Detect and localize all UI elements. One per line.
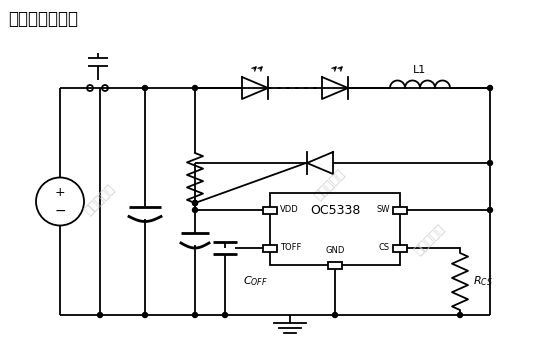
Circle shape — [192, 208, 197, 213]
Bar — [263, 245, 277, 251]
Circle shape — [223, 313, 228, 318]
Text: CS: CS — [379, 244, 390, 252]
Text: 钰铭科电子: 钰铭科电子 — [82, 182, 118, 218]
Circle shape — [98, 313, 102, 318]
Text: 钰铭科电子: 钰铭科电子 — [312, 167, 348, 203]
Circle shape — [143, 313, 148, 318]
Circle shape — [192, 85, 197, 90]
Text: $R_{CS}$: $R_{CS}$ — [473, 274, 493, 288]
Circle shape — [488, 85, 493, 90]
Text: OC5338: OC5338 — [310, 204, 360, 218]
Bar — [263, 206, 277, 214]
Circle shape — [332, 313, 338, 318]
Text: GND: GND — [325, 246, 345, 255]
Text: TOFF: TOFF — [280, 244, 301, 252]
Text: VDD: VDD — [280, 205, 299, 215]
Circle shape — [192, 200, 197, 205]
Text: $C_{OFF}$: $C_{OFF}$ — [243, 274, 268, 288]
Circle shape — [192, 200, 197, 205]
Text: 典型应用电路图: 典型应用电路图 — [8, 10, 78, 28]
Circle shape — [192, 313, 197, 318]
Text: +: + — [55, 186, 66, 199]
Bar — [328, 262, 342, 268]
Bar — [270, 193, 400, 265]
Text: 钰铭科电子: 钰铭科电子 — [412, 222, 448, 258]
Circle shape — [488, 161, 493, 166]
Text: SW: SW — [376, 205, 390, 215]
Text: −: − — [54, 204, 66, 218]
Text: L1: L1 — [413, 65, 426, 75]
Bar — [393, 245, 407, 251]
Circle shape — [457, 313, 462, 318]
Circle shape — [143, 85, 148, 90]
Circle shape — [488, 208, 493, 213]
Bar — [393, 206, 407, 214]
